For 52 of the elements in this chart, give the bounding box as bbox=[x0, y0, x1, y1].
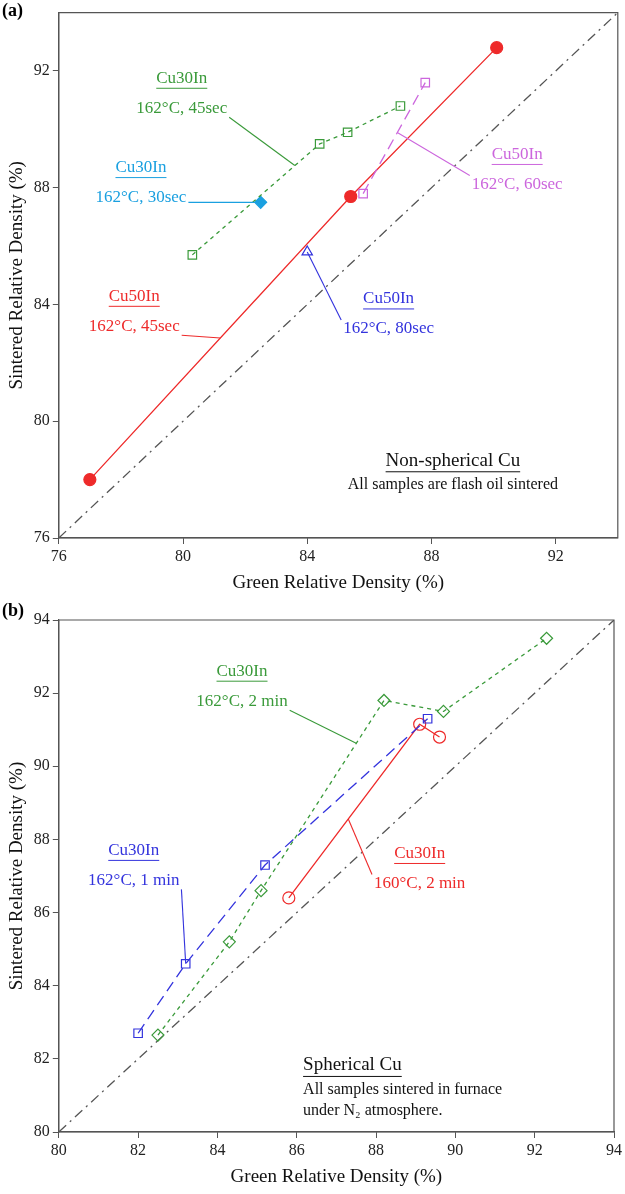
x-tick-label: 84 bbox=[209, 1140, 226, 1158]
y-tick-label: 88 bbox=[33, 177, 50, 195]
y-tick-label: 90 bbox=[33, 756, 50, 774]
y-tick-label: 86 bbox=[33, 902, 50, 920]
x-tick-label: 94 bbox=[606, 1140, 622, 1158]
annotation: 162°C, 45sec bbox=[136, 97, 228, 117]
x-tick-label: 90 bbox=[447, 1140, 464, 1158]
y-tick-label: 80 bbox=[33, 411, 50, 429]
x-tick-label: 82 bbox=[130, 1140, 147, 1158]
y-tick-label: 92 bbox=[33, 683, 50, 701]
x-tick-label: 88 bbox=[423, 546, 440, 564]
x-tick-label: 76 bbox=[50, 546, 67, 564]
y-tick-label: 84 bbox=[33, 294, 50, 312]
text: Cu50In bbox=[491, 143, 544, 163]
y-axis-title: Sintered Relative Density (%) bbox=[5, 761, 28, 991]
text: Cu50In bbox=[363, 288, 415, 308]
chart-title: (b) bbox=[2, 599, 24, 621]
y-tick-label: 84 bbox=[33, 975, 50, 993]
x-tick-label: 92 bbox=[547, 546, 564, 564]
text: Cu30In bbox=[394, 842, 446, 862]
text: Cu30In bbox=[115, 157, 167, 177]
annotation: Non-spherical Cu bbox=[385, 448, 521, 470]
y-tick-label: 82 bbox=[33, 1049, 50, 1067]
x-tick-label: 80 bbox=[175, 546, 192, 564]
annotation: Spherical Cu bbox=[303, 1053, 403, 1075]
annotation: 162°C, 30sec bbox=[95, 187, 187, 207]
x-tick-label: 80 bbox=[50, 1140, 67, 1158]
annotation: 162°C, 80sec bbox=[343, 318, 435, 338]
x-tick-label: 92 bbox=[526, 1140, 543, 1158]
annotation: 160°C, 2 min bbox=[374, 872, 466, 892]
text: Cu30In bbox=[156, 67, 208, 87]
x-axis-title: Green Relative Density (%) bbox=[230, 1164, 443, 1187]
y-tick-label: 80 bbox=[33, 1122, 50, 1140]
y-tick-label: 94 bbox=[33, 610, 50, 628]
x-tick-label: 86 bbox=[288, 1140, 305, 1158]
x-tick-label: 84 bbox=[299, 546, 316, 564]
y-axis-title: Sintered Relative Density (%) bbox=[5, 161, 28, 390]
annotation: 162°C, 45sec bbox=[88, 315, 181, 335]
chart-title: (a) bbox=[2, 0, 23, 21]
annotation: All samples are flash oil sintered bbox=[347, 474, 558, 493]
x-tick-label: 88 bbox=[368, 1140, 385, 1158]
y-tick-label: 92 bbox=[33, 61, 50, 79]
y-tick-label: 76 bbox=[33, 528, 50, 546]
x-axis-title: Green Relative Density (%) bbox=[232, 570, 445, 593]
annotation: All samples sintered in furnace under N₂ atmosphere. bbox=[303, 1079, 503, 1119]
text: Cu30In bbox=[108, 839, 160, 859]
annotation: 162°C, 1 min bbox=[88, 869, 180, 889]
annotation: 162°C, 60sec bbox=[471, 173, 564, 193]
annotation: 162°C, 2 min bbox=[196, 690, 289, 710]
text: Cu50In bbox=[108, 285, 161, 305]
y-tick-label: 88 bbox=[33, 829, 50, 847]
text: Cu30In bbox=[216, 660, 269, 680]
